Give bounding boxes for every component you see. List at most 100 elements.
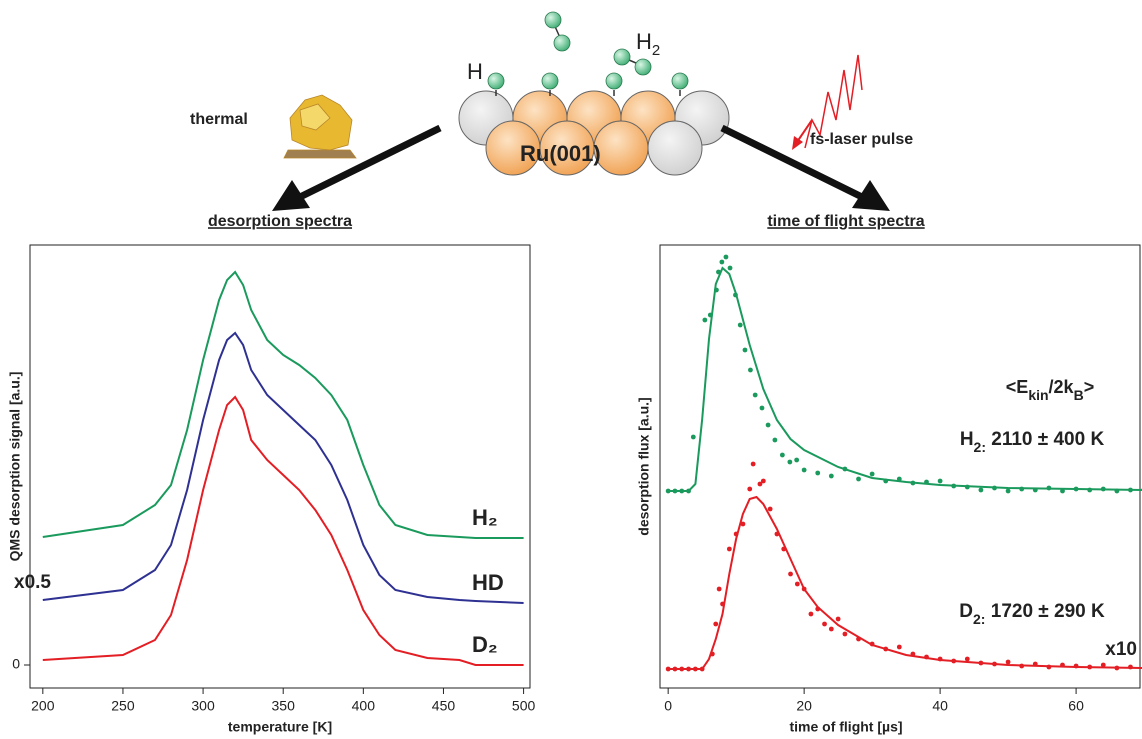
series-line xyxy=(668,495,1142,670)
annotation: x10 xyxy=(1105,639,1137,660)
data-point xyxy=(828,473,834,479)
series-label: H₂ xyxy=(472,505,498,530)
data-point xyxy=(742,347,748,353)
x-tick-label: 450 xyxy=(432,698,456,714)
series-line xyxy=(668,266,1142,492)
thermal-label: thermal xyxy=(190,111,248,128)
x-tick-label: 200 xyxy=(31,698,55,714)
subscript: B xyxy=(1074,387,1084,403)
annotation: <Ekin/2kB> xyxy=(1006,377,1094,403)
x-tick-label: 300 xyxy=(191,698,215,714)
subscript: 2 xyxy=(652,42,660,59)
plot-frame xyxy=(29,244,531,689)
data-point xyxy=(760,478,766,484)
data-point xyxy=(896,644,902,650)
data-point xyxy=(719,259,725,265)
chart-title: time of flight spectra xyxy=(767,213,924,230)
data-point xyxy=(727,265,733,271)
data-point xyxy=(723,254,729,260)
data-point xyxy=(737,322,743,328)
data-point xyxy=(828,626,834,632)
data-point xyxy=(716,586,722,592)
subscript: kin xyxy=(1028,387,1048,403)
data-point xyxy=(767,506,773,512)
subscript: 2: xyxy=(974,439,986,455)
y-axis-label: desorption flux [a.u.] xyxy=(636,397,652,535)
text-part: 2110 ± 400 K xyxy=(986,429,1104,450)
data-point xyxy=(787,459,793,465)
surface-label: Ru(001) xyxy=(520,141,601,166)
data-point xyxy=(759,405,765,411)
data-point xyxy=(835,616,841,622)
x-tick-label: 500 xyxy=(512,698,536,714)
y-axis-label: QMS desorption signal [a.u.] xyxy=(7,372,23,562)
data-point xyxy=(808,611,814,617)
data-point xyxy=(702,317,708,323)
data-point xyxy=(869,471,875,477)
data-point xyxy=(822,621,827,627)
data-point xyxy=(788,571,793,577)
data-point xyxy=(752,392,758,398)
data-point xyxy=(1100,662,1106,668)
text-part: <E xyxy=(1006,377,1029,397)
x-tick-label: 40 xyxy=(932,698,948,714)
data-point xyxy=(750,461,756,467)
data-point xyxy=(665,666,671,672)
x-axis-label: time of flight [µs] xyxy=(789,719,902,735)
x-tick-label: 20 xyxy=(796,698,812,714)
annotation: x0.5 xyxy=(14,572,51,593)
annotation: D2: 1720 ± 290 K xyxy=(959,601,1105,627)
x-tick-label: 60 xyxy=(1068,698,1084,714)
data-point xyxy=(964,656,970,662)
plot-frame xyxy=(659,244,1141,689)
text-part: x10 xyxy=(1105,639,1137,660)
series-label: D₂ xyxy=(472,632,498,657)
data-point xyxy=(1005,659,1011,665)
h2-label: H2 xyxy=(636,29,660,60)
surface-diagram: H H2 thermal Ru(001) fs-laser pulse xyxy=(190,11,913,211)
y-tick-label: 0 xyxy=(12,656,20,672)
data-point xyxy=(713,621,719,627)
data-point xyxy=(665,488,671,494)
text-part: H xyxy=(636,29,652,54)
x-axis-label: temperature [K] xyxy=(228,719,332,735)
data-point xyxy=(772,437,778,443)
data-point xyxy=(690,434,696,440)
data-point xyxy=(779,452,785,458)
text-part: H xyxy=(960,429,974,450)
text-part: 1720 ± 290 K xyxy=(985,601,1105,622)
x-tick-label: 250 xyxy=(111,698,135,714)
data-point xyxy=(978,487,984,493)
data-point xyxy=(794,457,800,463)
series-line xyxy=(42,395,524,666)
text-part: D xyxy=(959,601,973,622)
data-point xyxy=(747,486,753,492)
text-part: > xyxy=(1084,377,1095,397)
chart-title: desorption spectra xyxy=(208,213,352,230)
data-point xyxy=(748,367,753,373)
series-line xyxy=(42,270,524,539)
data-point xyxy=(794,581,800,587)
data-point xyxy=(937,478,943,484)
x-tick-label: 400 xyxy=(352,698,376,714)
data-point xyxy=(757,481,763,487)
text-part: /2k xyxy=(1049,377,1075,397)
annotation: H2: 2110 ± 400 K xyxy=(960,429,1105,455)
data-point xyxy=(1005,488,1011,494)
data-point xyxy=(842,631,848,637)
data-point xyxy=(856,476,861,482)
x-tick-label: 350 xyxy=(272,698,296,714)
series-line xyxy=(42,331,524,604)
laser-label: fs-laser pulse xyxy=(810,131,913,148)
subscript: 2: xyxy=(973,611,985,627)
data-point xyxy=(726,546,732,552)
h-label: H xyxy=(467,59,483,84)
data-point xyxy=(815,470,821,476)
text-part: x0.5 xyxy=(14,572,51,593)
data-point xyxy=(765,422,771,428)
series-label: HD xyxy=(472,570,504,595)
x-tick-label: 0 xyxy=(664,698,672,714)
data-point xyxy=(740,521,746,527)
data-point xyxy=(801,467,807,473)
